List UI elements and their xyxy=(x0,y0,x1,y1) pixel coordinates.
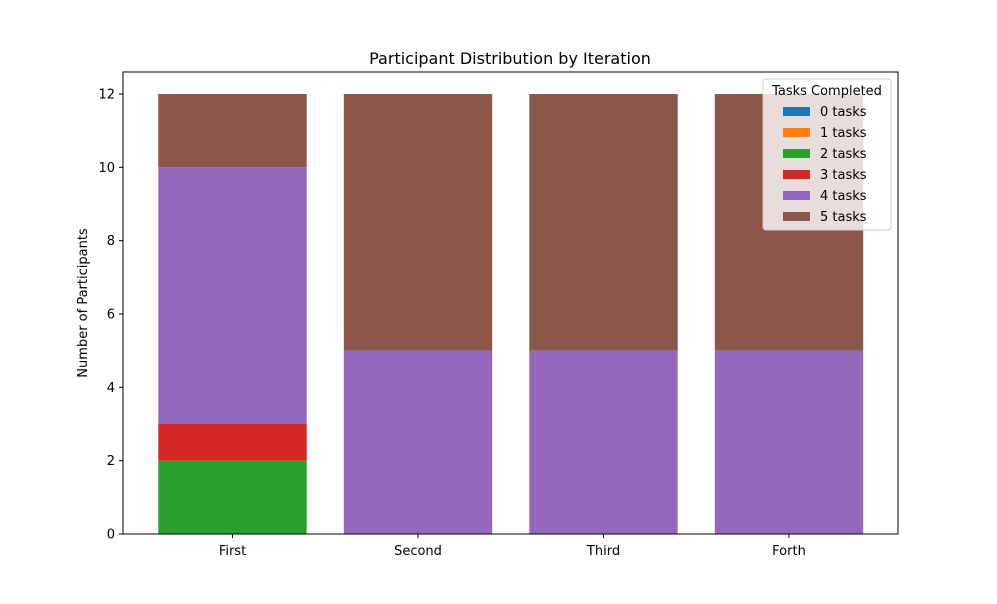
plot-frame xyxy=(122,71,899,535)
legend-swatch xyxy=(783,191,810,200)
y-tick-label: 4 xyxy=(107,381,115,396)
y-tick-label: 6 xyxy=(107,308,115,323)
y-tick-label: 8 xyxy=(107,234,115,249)
y-tick-label: 2 xyxy=(107,454,115,469)
legend: Tasks Completed 0 tasks 1 tasks 2 tasks 3 ta… xyxy=(762,78,892,231)
bar-segment xyxy=(158,167,307,425)
x-tick-label: Third xyxy=(586,544,620,559)
y-tick-label: 12 xyxy=(98,88,115,103)
x-tick-label: Forth xyxy=(772,544,806,559)
axes-layer: 0 2 4 6 8 10 12 First Second Third Forth xyxy=(98,71,899,559)
y-tick-label: 0 xyxy=(107,528,115,543)
x-tick-label: First xyxy=(219,544,246,559)
legend-label: 0 tasks xyxy=(820,105,867,120)
bar-segment xyxy=(158,424,307,461)
legend-label: 1 tasks xyxy=(820,126,867,141)
bars-layer xyxy=(158,94,864,534)
y-axis-label: Number of Participants xyxy=(76,228,91,378)
bar-segment xyxy=(529,350,678,534)
bar-segment xyxy=(158,460,307,534)
bar-segment xyxy=(158,94,307,168)
legend-title: Tasks Completed xyxy=(771,84,882,99)
y-tick-label: 10 xyxy=(98,161,115,176)
legend-label: 2 tasks xyxy=(820,147,867,162)
legend-swatch xyxy=(783,149,810,158)
legend-swatch xyxy=(783,170,810,179)
legend-swatch xyxy=(783,128,810,137)
legend-swatch xyxy=(783,212,810,221)
legend-swatch xyxy=(783,107,810,116)
chart-title: Participant Distribution by Iteration xyxy=(369,49,651,68)
bar-segment xyxy=(714,350,864,534)
legend-label: 4 tasks xyxy=(820,189,867,204)
x-tick-label: Second xyxy=(394,544,442,559)
bar-segment xyxy=(343,94,493,351)
legend-label: 3 tasks xyxy=(820,168,867,183)
legend-label: 5 tasks xyxy=(820,210,867,225)
bar-segment xyxy=(529,94,678,351)
bar-segment xyxy=(343,350,493,534)
